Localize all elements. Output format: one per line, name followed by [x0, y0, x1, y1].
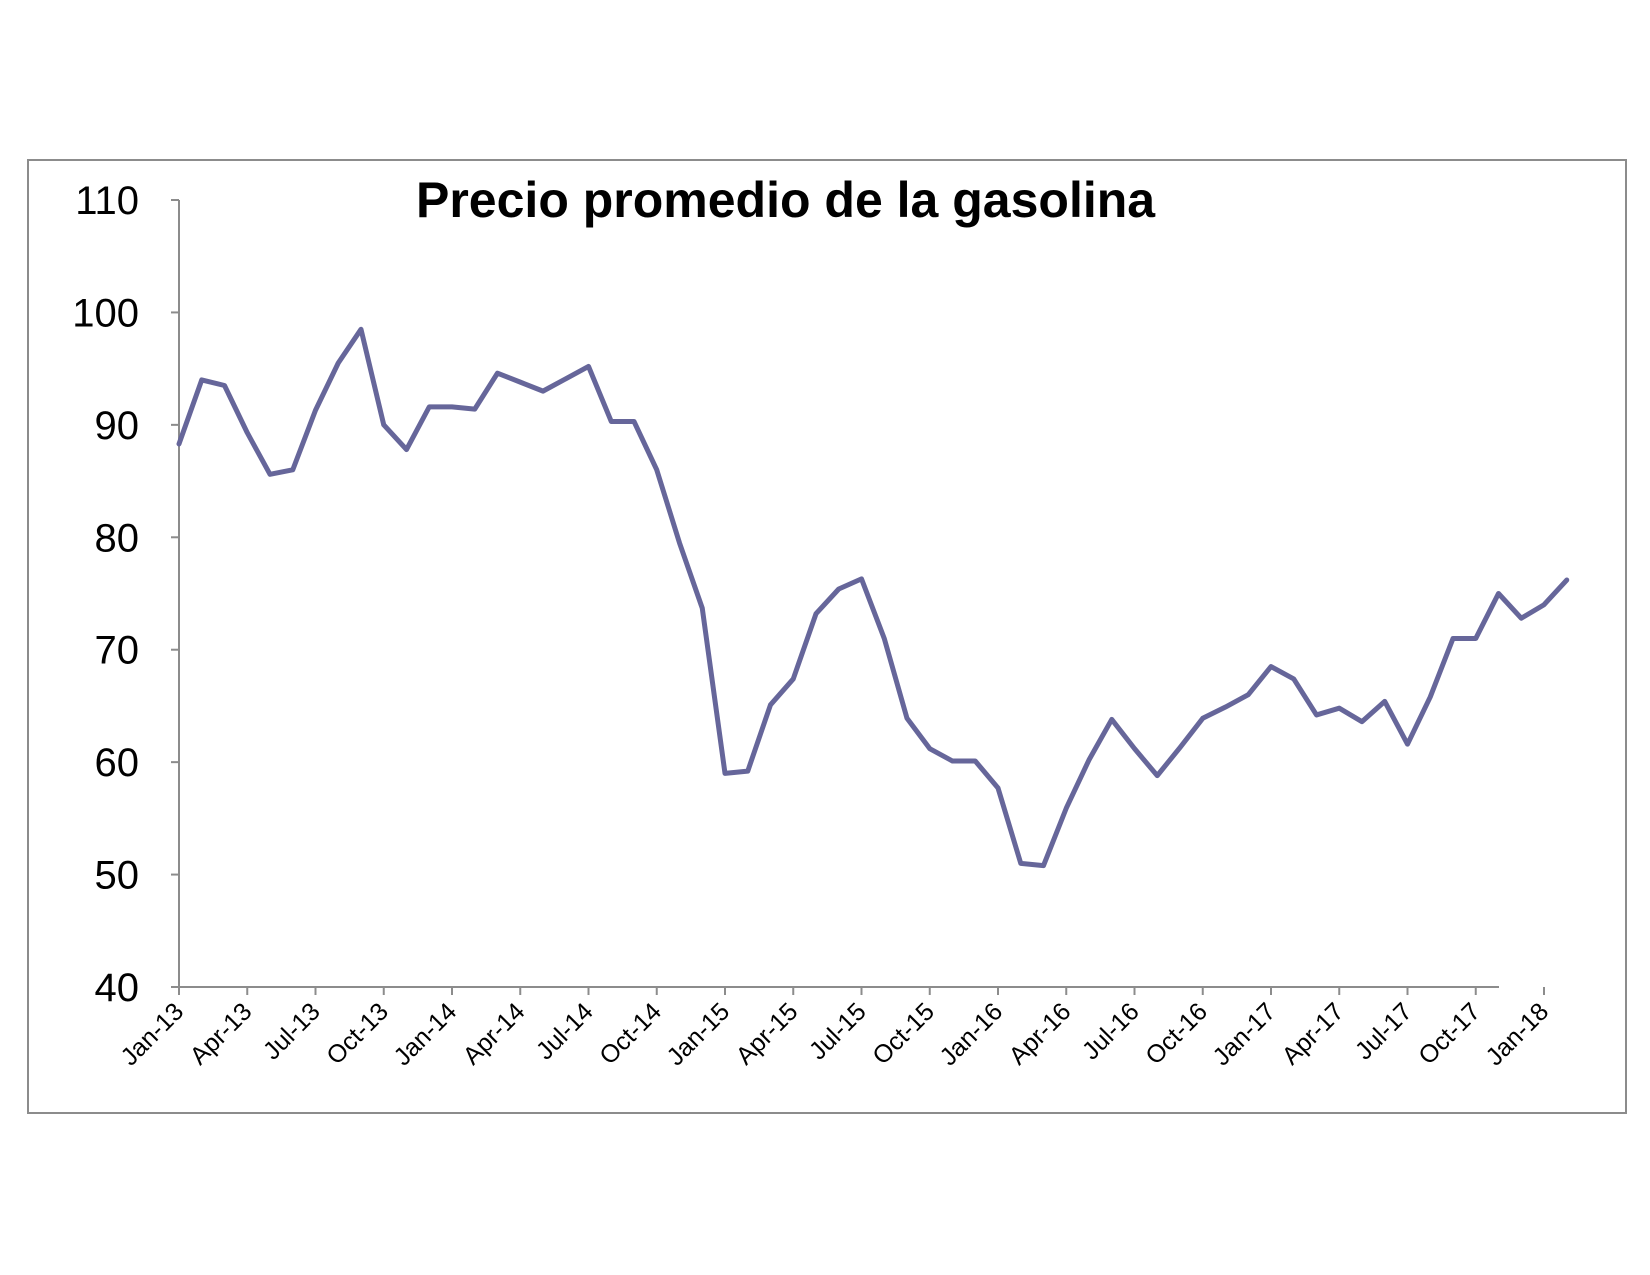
x-tick-label: Apr-17: [1277, 997, 1350, 1070]
y-tick-label: 50: [95, 854, 140, 898]
x-tick-label: Jan-16: [934, 997, 1008, 1071]
x-tick-label: Apr-16: [1004, 997, 1077, 1070]
x-tick-label: Oct-13: [321, 997, 394, 1070]
chart-title: Precio promedio de la gasolina: [416, 172, 1156, 228]
x-tick-label: Jul-15: [804, 997, 872, 1065]
x-tick-label: Oct-14: [594, 997, 667, 1070]
x-tick-label: Jan-17: [1207, 997, 1281, 1071]
x-tick-label: Oct-15: [867, 997, 940, 1070]
x-tick-label: Jul-14: [531, 997, 599, 1065]
x-tick-label: Jul-16: [1077, 997, 1145, 1065]
y-tick-label: 40: [95, 966, 140, 1010]
x-tick-label: Jul-17: [1350, 997, 1418, 1065]
x-tick-label: Jan-18: [1480, 997, 1554, 1071]
y-tick-label: 110: [75, 179, 139, 223]
x-tick-label: Jul-13: [258, 997, 326, 1065]
x-tick-label: Apr-15: [731, 997, 804, 1070]
y-axis: 40 50 60 70 80 90 100 110: [72, 179, 180, 1010]
y-tick-label: 90: [95, 404, 140, 448]
y-tick-label: 80: [95, 516, 140, 560]
line-chart: Precio promedio de la gasolina 40 50 60 70 8…: [72, 172, 1570, 1071]
y-tick-label: 70: [95, 629, 140, 673]
chart-frame: Precio promedio de la gasolina 40 50 60 70 8…: [27, 159, 1627, 1114]
y-tick-label: 60: [95, 741, 140, 785]
x-tick-label: Jan-15: [661, 997, 735, 1071]
series-line: [176, 326, 1570, 869]
x-tick-label: Oct-16: [1140, 997, 1213, 1070]
series-group: [176, 326, 1570, 869]
x-tick-label: Oct-17: [1413, 997, 1486, 1070]
x-tick-label: Apr-13: [185, 997, 258, 1070]
y-tick-label: 100: [72, 291, 139, 335]
x-tick-label: Jan-14: [388, 997, 462, 1071]
x-tick-label: Apr-14: [458, 997, 531, 1070]
